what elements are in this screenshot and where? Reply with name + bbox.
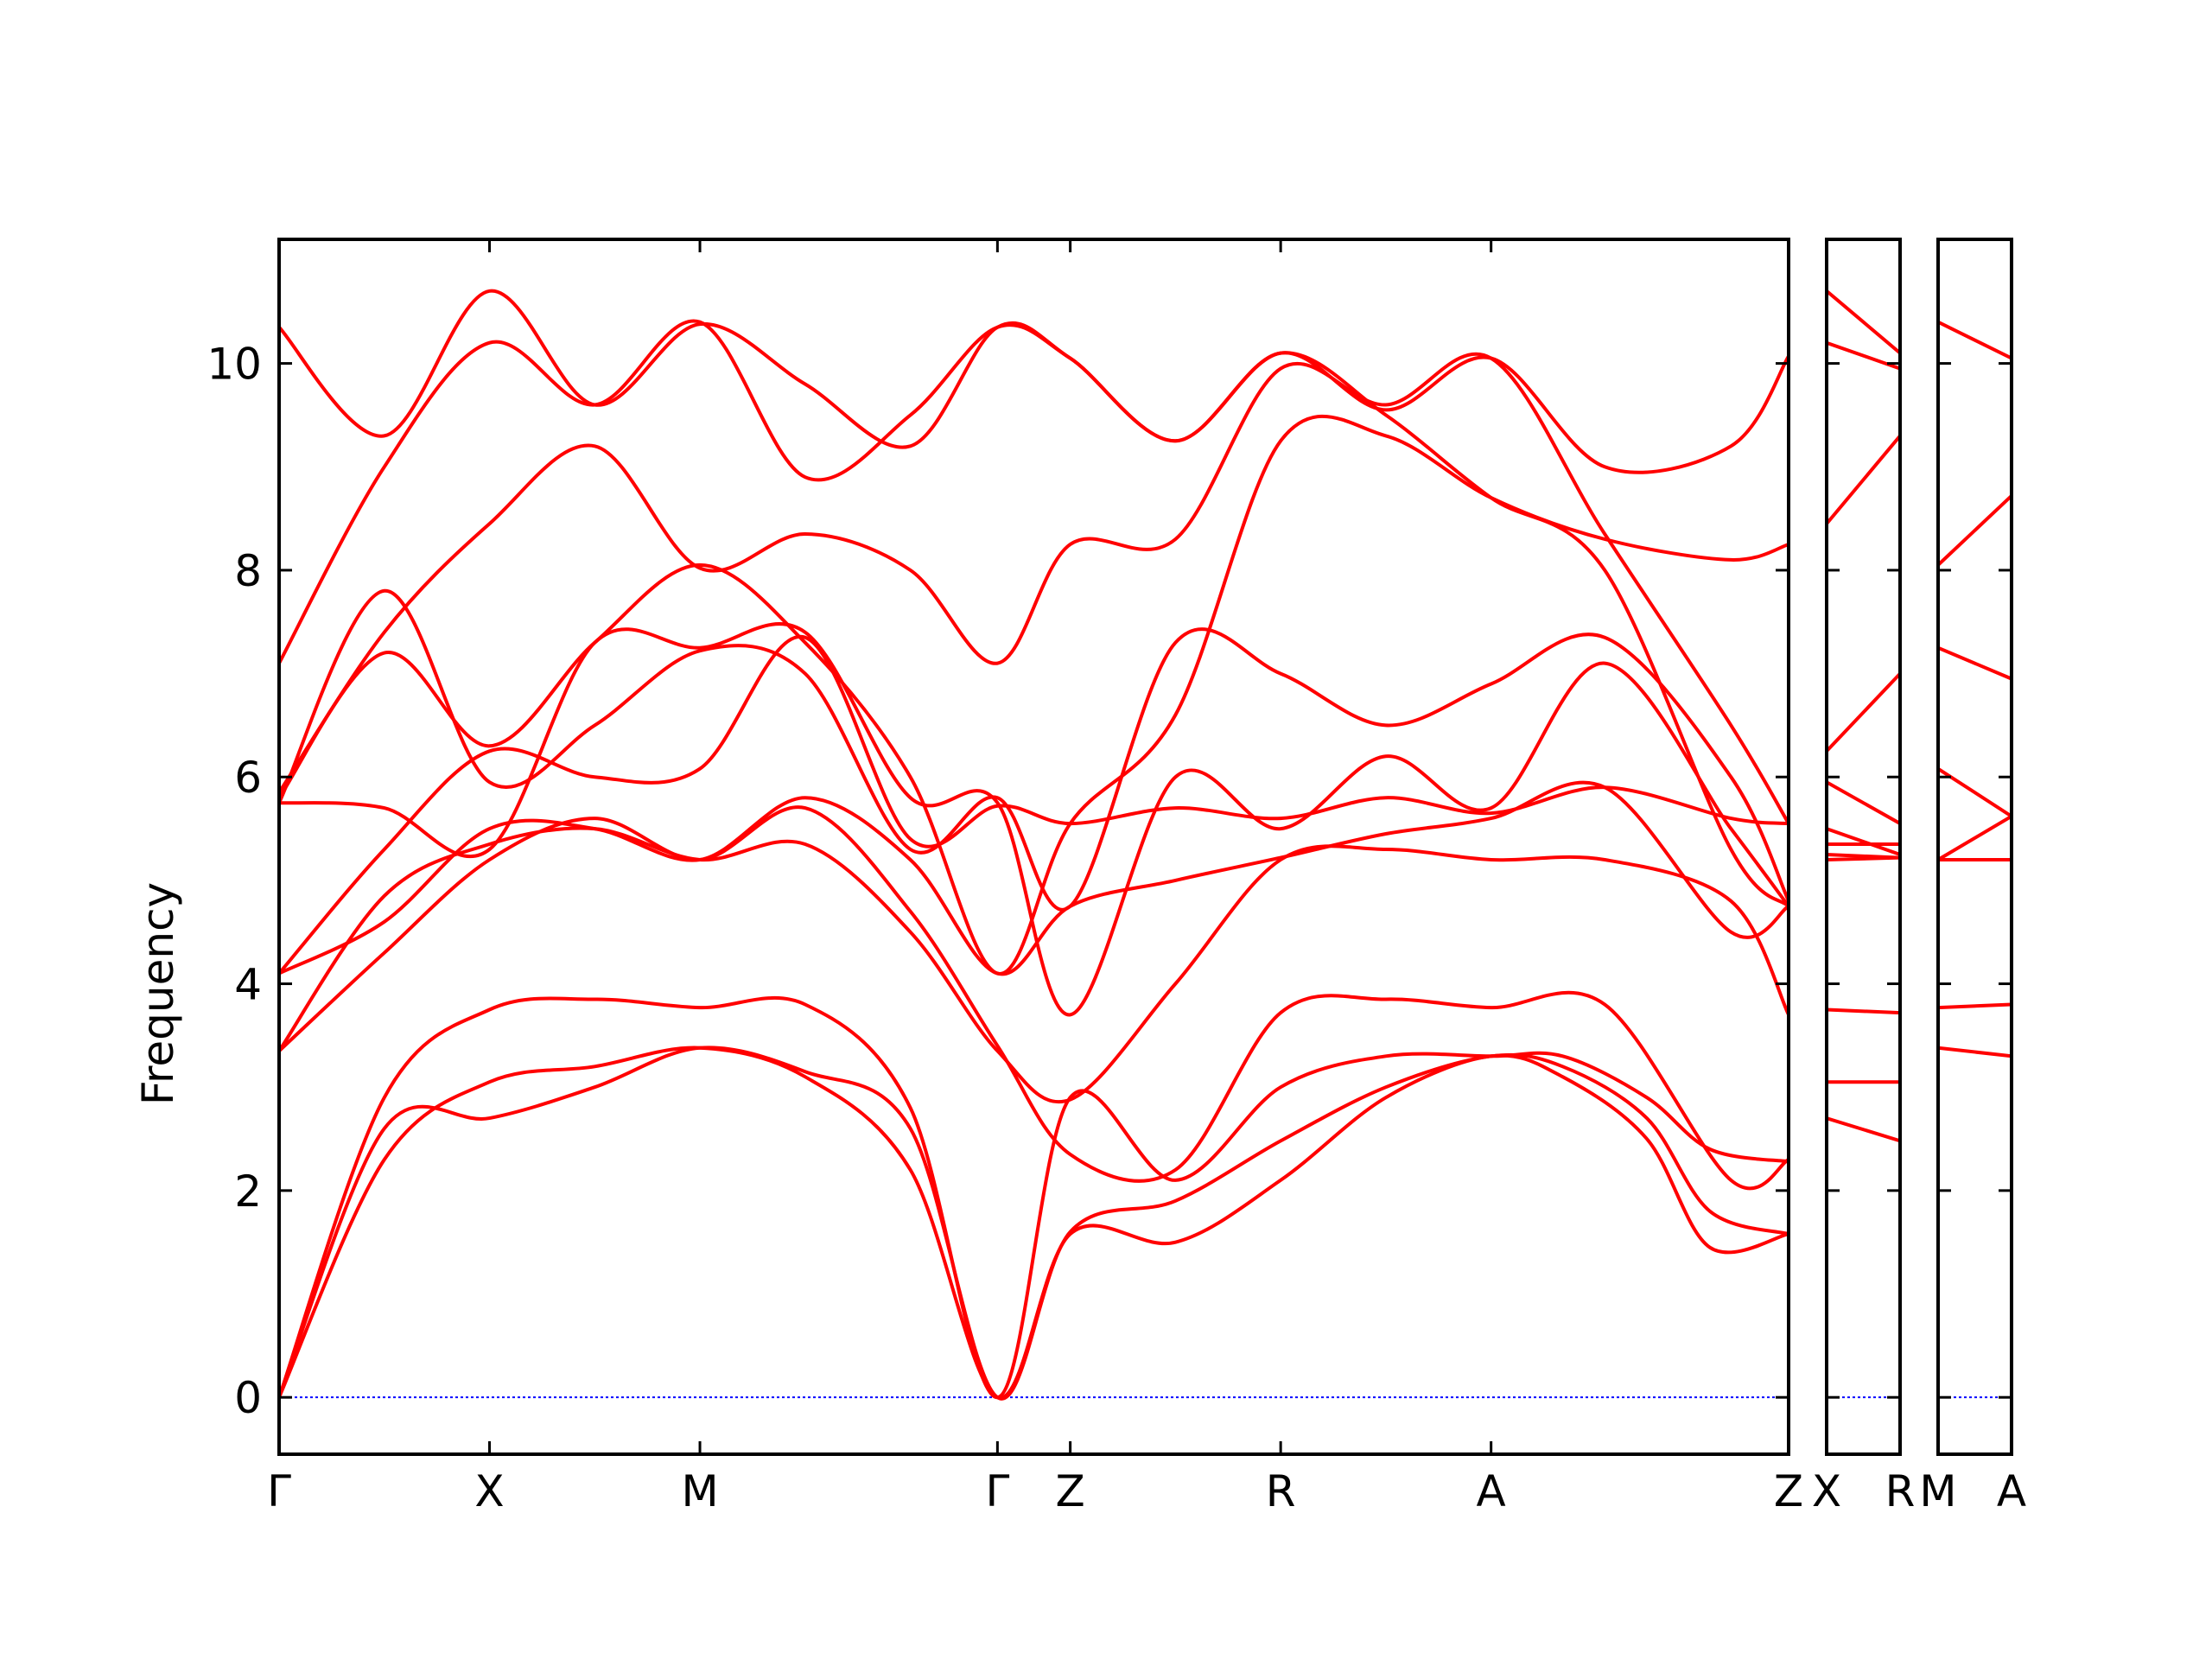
band-line <box>1827 780 1900 825</box>
y-tick-label: 0 <box>234 1373 262 1423</box>
kpoint-label: Γ <box>985 1466 1009 1516</box>
band-line <box>1938 494 2012 567</box>
band-group <box>1827 289 1900 1143</box>
band-group <box>1938 320 2012 1058</box>
band-line <box>1938 1002 2012 1010</box>
kpoint-label: Z <box>1774 1466 1803 1516</box>
kpoint-label: A <box>1997 1466 2026 1516</box>
band-line <box>279 622 1789 1017</box>
band-line <box>279 414 1789 976</box>
kpoint-label: R <box>1266 1466 1296 1516</box>
band-line <box>1827 289 1900 355</box>
kpoint-label: R <box>1885 1466 1916 1516</box>
band-line <box>279 289 1789 908</box>
band-line <box>1827 672 1900 753</box>
y-tick-label: 8 <box>234 546 262 596</box>
y-tick-label: 4 <box>234 960 262 1010</box>
band-line <box>279 780 1789 976</box>
band-line <box>279 826 1789 1104</box>
kpoint-label: A <box>1477 1466 1506 1516</box>
band-line <box>1827 827 1900 856</box>
band-line <box>1938 320 2012 360</box>
band-line <box>279 352 1789 825</box>
y-axis-label: Frequency <box>133 882 183 1105</box>
kpoint-label: X <box>1812 1466 1841 1516</box>
band-line <box>279 996 1789 1400</box>
band-line <box>1827 435 1900 525</box>
band-line <box>1827 1007 1900 1015</box>
kpoint-label: M <box>1919 1466 1956 1516</box>
y-tick-label: 2 <box>234 1166 262 1217</box>
band-line <box>279 634 1789 975</box>
band-line <box>1827 853 1900 860</box>
y-tick-label: 10 <box>207 340 262 390</box>
band-line <box>1938 814 2012 861</box>
kpoint-label: X <box>474 1466 504 1516</box>
band-line <box>279 319 1789 664</box>
band-line <box>279 1046 1789 1401</box>
plot-frame <box>277 238 1790 1456</box>
band-group <box>279 289 1789 1401</box>
band-line <box>279 588 1789 912</box>
y-tick-label: 6 <box>234 753 262 803</box>
band-line <box>1938 645 2012 681</box>
band-line <box>1827 340 1900 371</box>
kpoint-label: Z <box>1055 1466 1084 1516</box>
band-line <box>1938 1046 2012 1058</box>
plot-frame <box>1936 238 2013 1456</box>
band-line <box>279 1046 1789 1400</box>
kpoint-label: M <box>681 1466 718 1516</box>
kpoint-label: Γ <box>267 1466 291 1516</box>
plot-frame <box>1825 238 1902 1456</box>
band-line <box>279 805 1789 1191</box>
band-line <box>1827 1116 1900 1143</box>
